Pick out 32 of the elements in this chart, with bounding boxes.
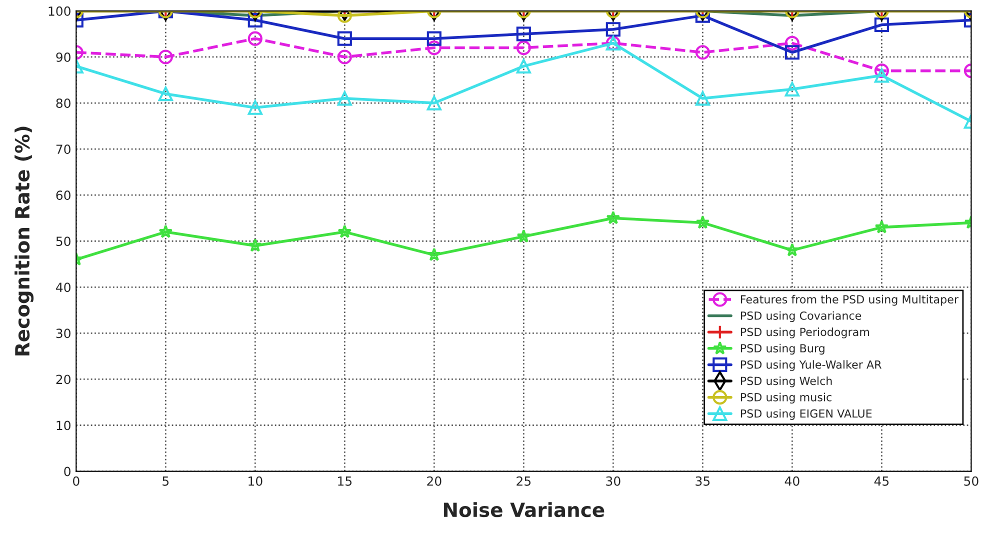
y-tick-label: 50 bbox=[56, 236, 70, 246]
legend-label: PSD using Burg bbox=[740, 344, 824, 355]
y-tick-label: 40 bbox=[56, 282, 70, 292]
legend-label: PSD using Covariance bbox=[740, 311, 862, 322]
legend-label: PSD using music bbox=[740, 392, 832, 404]
legend-label: Features from the PSD using Multitaper bbox=[740, 294, 959, 306]
y-tick-label: 80 bbox=[56, 98, 70, 108]
legend-label: PSD using Yule-Walker AR bbox=[740, 360, 882, 371]
x-axis-title: Noise Variance bbox=[444, 502, 604, 518]
y-tick-label: 70 bbox=[56, 144, 70, 154]
x-tick-label: 40 bbox=[784, 476, 800, 486]
legend-label: PSD using EIGEN VALUE bbox=[740, 409, 872, 420]
x-tick-label: 25 bbox=[516, 476, 531, 486]
x-tick-label: 10 bbox=[248, 476, 262, 486]
x-tick-label: 45 bbox=[874, 476, 889, 486]
y-axis-title: Recognition Rate (%) bbox=[14, 126, 34, 356]
x-tick-label: 30 bbox=[606, 476, 620, 486]
x-tick-label: 15 bbox=[338, 476, 352, 486]
x-tick-label: 0 bbox=[73, 476, 80, 486]
legend-label: PSD using Welch bbox=[740, 376, 832, 388]
y-tick-label: 0 bbox=[64, 466, 70, 476]
y-tick-label: 30 bbox=[56, 328, 70, 338]
y-tick-label: 10 bbox=[56, 420, 70, 430]
y-tick-label: 60 bbox=[56, 190, 70, 200]
legend-label: PSD using Periodogram bbox=[740, 328, 870, 338]
x-tick-label: 50 bbox=[964, 476, 978, 486]
x-tick-label: 5 bbox=[162, 476, 169, 486]
x-tick-label: 20 bbox=[427, 476, 442, 486]
y-tick-label: 20 bbox=[56, 374, 70, 384]
y-tick-label: 100 bbox=[48, 6, 70, 16]
y-tick-label: 90 bbox=[56, 52, 70, 62]
x-tick-label: 35 bbox=[696, 476, 710, 486]
